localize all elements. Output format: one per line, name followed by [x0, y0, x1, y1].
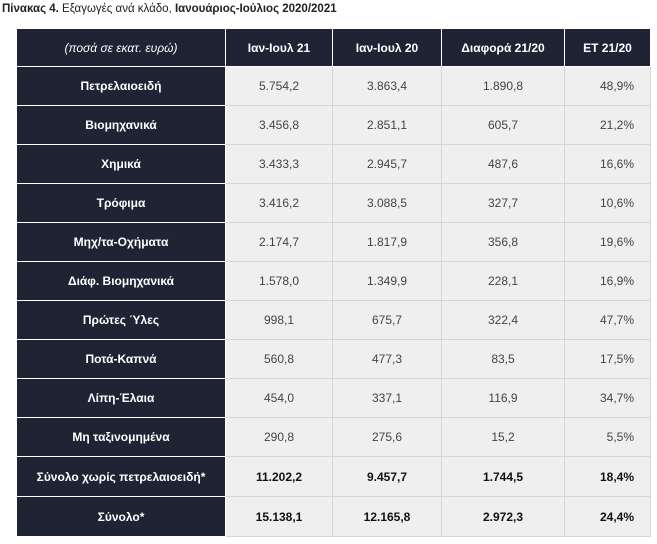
cell-jan-jul-20: 477,3: [332, 339, 442, 379]
cell-difference: 1.744,5: [441, 456, 565, 497]
cell-jan-jul-20: 275,6: [332, 417, 442, 457]
header-units: (ποσά σε εκατ. ευρώ): [16, 28, 226, 67]
row-label: Μη ταξινομημένα: [16, 417, 226, 457]
cell-difference: 322,4: [441, 300, 565, 340]
header-jan-jul-20: Ιαν-Ιουλ 20: [332, 28, 442, 67]
cell-annual-change: 19,6%: [564, 222, 651, 262]
table-row: Μηχ/τα-Οχήματα 2.174,7 1.817,9 356,8 19,6%: [16, 222, 651, 262]
total-row: Σύνολο* 15.138,1 12.165,8 2.972,3 24,4%: [16, 496, 651, 537]
table-row: Πρώτες Ύλες 998,1 675,7 322,4 47,7%: [16, 300, 651, 340]
cell-difference: 228,1: [441, 261, 565, 301]
table-row: Λίπη-Έλαια 454,0 337,1 116,9 34,7%: [16, 378, 651, 418]
cell-jan-jul-21: 2.174,7: [225, 222, 333, 262]
cell-difference: 605,7: [441, 105, 565, 145]
cell-difference: 83,5: [441, 339, 565, 379]
table-row: Ποτά-Καπνά 560,8 477,3 83,5 17,5%: [16, 339, 651, 379]
table-row: Διάφ. Βιομηχανικά 1.578,0 1.349,9 228,1 16,9…: [16, 261, 651, 301]
cell-jan-jul-20: 1.349,9: [332, 261, 442, 301]
row-label: Διάφ. Βιομηχανικά: [16, 261, 226, 301]
cell-annual-change: 34,7%: [564, 378, 651, 418]
cell-annual-change: 10,6%: [564, 183, 651, 223]
cell-annual-change: 24,4%: [564, 496, 651, 537]
table-row: Πετρελαιοειδή 5.754,2 3.863,4 1.890,8 48,9%: [16, 66, 651, 106]
cell-annual-change: 17,5%: [564, 339, 651, 379]
cell-annual-change: 21,2%: [564, 105, 651, 145]
cell-jan-jul-20: 2.851,1: [332, 105, 442, 145]
caption-prefix: Πίνακας 4.: [2, 3, 59, 15]
row-label: Τρόφιμα: [16, 183, 226, 223]
total-row: Σύνολο χωρίς πετρελαιοειδή* 11.202,2 9.457…: [16, 456, 651, 497]
header-jan-jul-21: Ιαν-Ιουλ 21: [225, 28, 333, 67]
cell-jan-jul-20: 1.817,9: [332, 222, 442, 262]
cell-jan-jul-21: 11.202,2: [225, 456, 333, 497]
cell-difference: 116,9: [441, 378, 565, 418]
cell-jan-jul-21: 3.456,8: [225, 105, 333, 145]
cell-jan-jul-21: 454,0: [225, 378, 333, 418]
exports-table: (ποσά σε εκατ. ευρώ) Ιαν-Ιουλ 21 Ιαν-Ιου…: [16, 28, 651, 537]
row-label: Ποτά-Καπνά: [16, 339, 226, 379]
row-label: Πετρελαιοειδή: [16, 66, 226, 106]
cell-jan-jul-21: 998,1: [225, 300, 333, 340]
cell-difference: 487,6: [441, 144, 565, 184]
cell-jan-jul-20: 9.457,7: [332, 456, 442, 497]
row-label: Σύνολο χωρίς πετρελαιοειδή*: [16, 456, 226, 497]
cell-difference: 2.972,3: [441, 496, 565, 537]
cell-jan-jul-21: 5.754,2: [225, 66, 333, 106]
cell-jan-jul-20: 3.088,5: [332, 183, 442, 223]
row-label: Χημικά: [16, 144, 226, 184]
table-row: Χημικά 3.433,3 2.945,7 487,6 16,6%: [16, 144, 651, 184]
caption-suffix: Ιανουάριος-Ιούλιος 2020/2021: [174, 3, 337, 15]
cell-jan-jul-21: 560,8: [225, 339, 333, 379]
table-row: Βιομηχανικά 3.456,8 2.851,1 605,7 21,2%: [16, 105, 651, 145]
table-row: Μη ταξινομημένα 290,8 275,6 15,2 5,5%: [16, 417, 651, 457]
cell-jan-jul-21: 3.433,3: [225, 144, 333, 184]
caption-middle: Εξαγωγές ανά κλάδο,: [58, 3, 175, 15]
cell-annual-change: 16,6%: [564, 144, 651, 184]
cell-jan-jul-20: 337,1: [332, 378, 442, 418]
table-row: Τρόφιμα 3.416,2 3.088,5 327,7 10,6%: [16, 183, 651, 223]
cell-jan-jul-21: 15.138,1: [225, 496, 333, 537]
cell-annual-change: 5,5%: [564, 417, 651, 457]
header-row: (ποσά σε εκατ. ευρώ) Ιαν-Ιουλ 21 Ιαν-Ιου…: [16, 28, 651, 67]
table-body: Πετρελαιοειδή 5.754,2 3.863,4 1.890,8 48,9% Β…: [16, 66, 651, 537]
cell-difference: 15,2: [441, 417, 565, 457]
row-label: Βιομηχανικά: [16, 105, 226, 145]
cell-annual-change: 48,9%: [564, 66, 651, 106]
cell-annual-change: 16,9%: [564, 261, 651, 301]
cell-difference: 1.890,8: [441, 66, 565, 106]
cell-jan-jul-20: 3.863,4: [332, 66, 442, 106]
cell-jan-jul-20: 2.945,7: [332, 144, 442, 184]
cell-jan-jul-21: 3.416,2: [225, 183, 333, 223]
cell-jan-jul-20: 675,7: [332, 300, 442, 340]
cell-jan-jul-21: 1.578,0: [225, 261, 333, 301]
cell-jan-jul-21: 290,8: [225, 417, 333, 457]
cell-annual-change: 47,7%: [564, 300, 651, 340]
cell-jan-jul-20: 12.165,8: [332, 496, 442, 537]
header-annual-change: ΕΤ 21/20: [564, 28, 651, 67]
table-caption: Πίνακας 4. Εξαγωγές ανά κλάδο, Ιανουάριο…: [2, 3, 337, 15]
row-label: Πρώτες Ύλες: [16, 300, 226, 340]
row-label: Μηχ/τα-Οχήματα: [16, 222, 226, 262]
row-label: Λίπη-Έλαια: [16, 378, 226, 418]
cell-difference: 356,8: [441, 222, 565, 262]
header-difference: Διαφορά 21/20: [441, 28, 565, 67]
cell-difference: 327,7: [441, 183, 565, 223]
cell-annual-change: 18,4%: [564, 456, 651, 497]
row-label: Σύνολο*: [16, 496, 226, 537]
